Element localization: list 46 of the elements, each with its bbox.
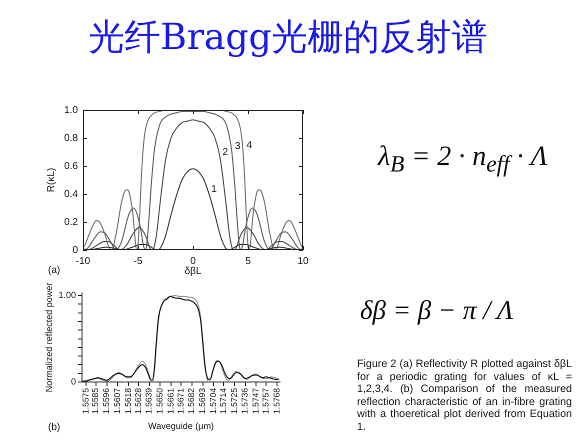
x-tick-label: 1.5596 bbox=[101, 388, 112, 414]
text: (a) bbox=[48, 264, 60, 276]
x-axis-title: δβL bbox=[184, 266, 202, 277]
x-tick-label: 1.5628 bbox=[132, 388, 143, 414]
chart-title: 光纤Bragg光栅的反射谱 bbox=[87, 16, 489, 60]
x-tick-label: 5 bbox=[245, 256, 252, 267]
y-tick-label: 0.2 bbox=[64, 216, 78, 228]
x-tick-label: 1.5757 bbox=[260, 388, 270, 414]
x-tick-label: 1.5693 bbox=[197, 388, 208, 414]
x-tick-label: 1.5682 bbox=[186, 388, 196, 414]
y-tick-label: 0.8 bbox=[64, 132, 78, 144]
y-axis-title: R(κL) bbox=[46, 168, 57, 192]
y-tick-label: 1.00 bbox=[58, 290, 76, 300]
x-axis-title: Waveguide (μm) bbox=[148, 421, 214, 432]
y-tick-label: 0.6 bbox=[64, 160, 78, 172]
series-label: 3 bbox=[234, 140, 241, 152]
x-tick-label: 0 bbox=[190, 256, 196, 267]
y-tick-label: 0.4 bbox=[64, 188, 78, 200]
series-label: 2 bbox=[222, 147, 229, 158]
y-tick-label: 1.0 bbox=[64, 104, 78, 116]
x-tick-label: 1.5618 bbox=[122, 388, 133, 414]
x-tick-label: 1.5661 bbox=[165, 388, 176, 414]
text: λ$_{B}$ = 2 · n$_{eff}$ · Λ bbox=[378, 140, 548, 180]
x-tick-label: 10 bbox=[297, 256, 309, 267]
x-tick-label: 1.5650 bbox=[154, 388, 165, 414]
x-tick-label: -5 bbox=[134, 256, 143, 267]
y-axis-title: Normalized reflected power bbox=[44, 282, 54, 392]
x-tick-label: -10 bbox=[76, 256, 91, 267]
x-tick-label: 1.5607 bbox=[112, 388, 122, 414]
x-tick-label: 1.5768 bbox=[271, 388, 282, 414]
series-label: 1 bbox=[211, 184, 218, 195]
x-tick-label: 1.5714 bbox=[218, 388, 228, 414]
x-tick-label: 1.5639 bbox=[144, 388, 154, 414]
x-tick-label: 1.5671 bbox=[175, 388, 186, 414]
text: δβ = β − π / Λ bbox=[360, 294, 514, 326]
y-tick-label: 0 bbox=[70, 376, 76, 386]
caption: Figure 2 (a) Reflectivity R plotted against δβL for a periodic grating for values of κL = 1,2,3,4. (b) Comparison of the measured reflection characteristic of an in-fibre grating with a thoeretical plot derived from Equation 1. bbox=[357, 358, 572, 434]
text: (b) bbox=[48, 422, 60, 433]
x-tick-label: 1.5736 bbox=[240, 388, 250, 414]
x-tick-label: 1.5747 bbox=[250, 388, 261, 414]
series-label: 4 bbox=[246, 140, 252, 151]
y-tick-label: 0 bbox=[72, 244, 78, 256]
x-tick-label: 1.5585 bbox=[90, 388, 100, 414]
x-tick-label: 1.5725 bbox=[228, 388, 239, 414]
x-tick-label: 1.5704 bbox=[208, 388, 218, 414]
x-tick-label: 1.5575 bbox=[80, 388, 90, 414]
